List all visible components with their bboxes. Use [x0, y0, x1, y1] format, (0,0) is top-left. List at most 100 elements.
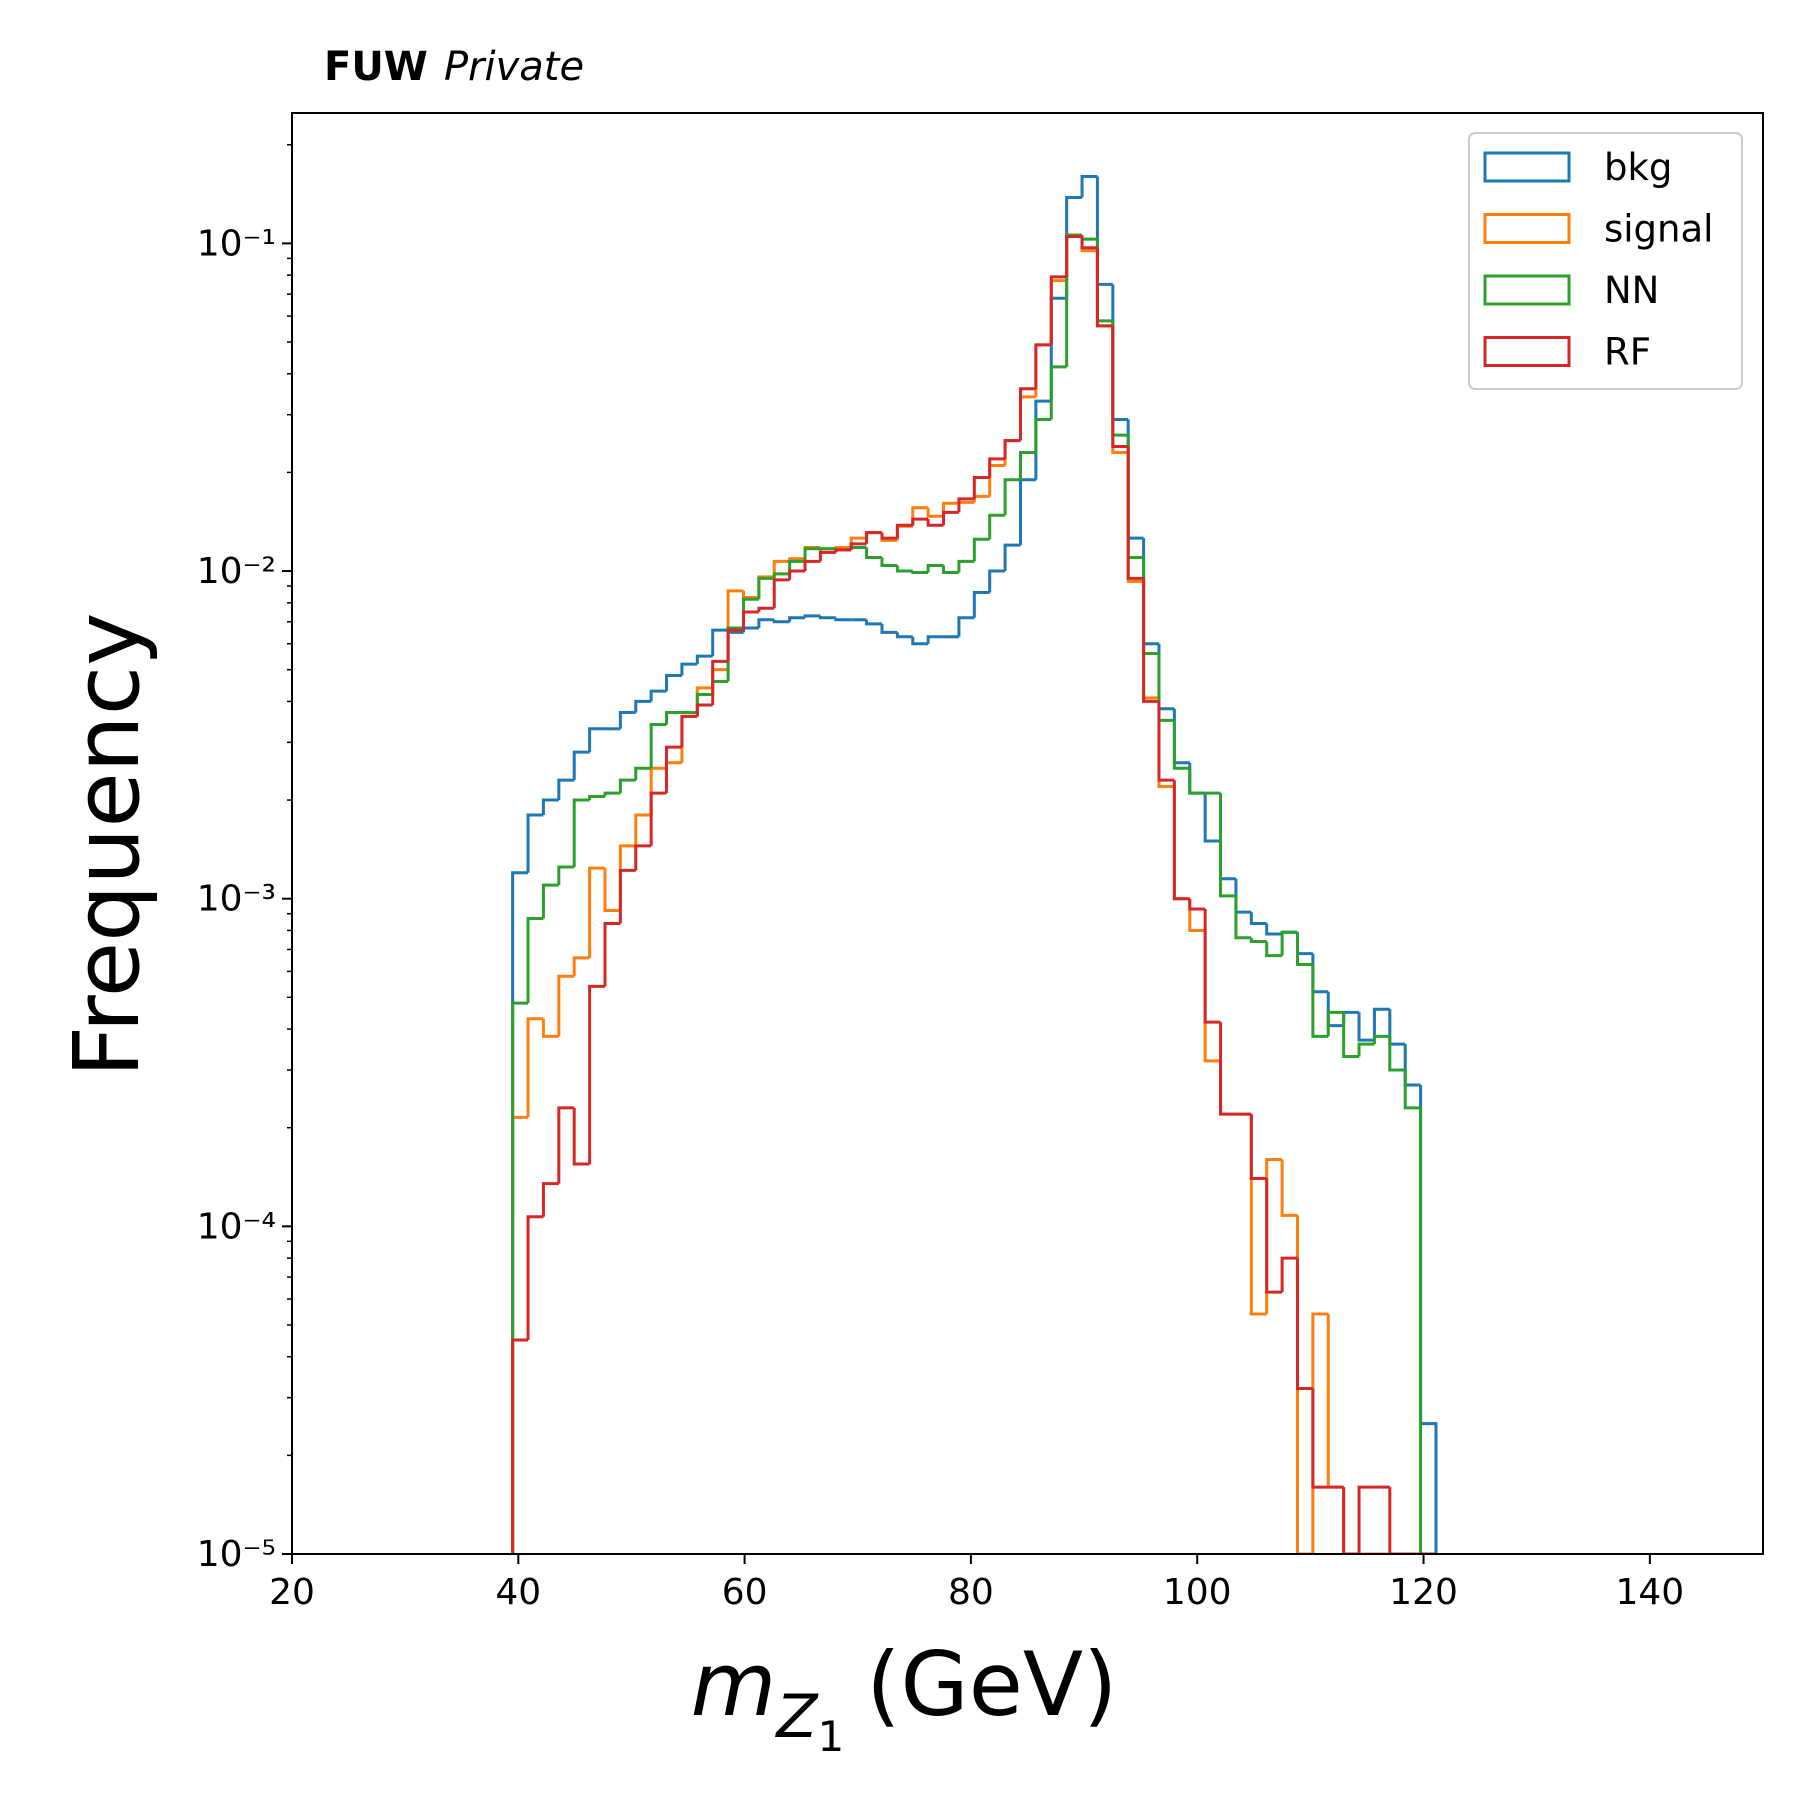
histogram-bin	[572, 1107, 590, 1166]
histogram-bin	[1095, 247, 1113, 328]
histogram-bin	[1234, 878, 1252, 914]
histogram-bin	[895, 632, 913, 639]
histogram-bin	[511, 871, 529, 1554]
histogram-bin	[511, 1338, 529, 1554]
histogram-bin	[557, 974, 575, 1037]
y-tick-label: 10⁻⁵	[197, 1534, 276, 1575]
histogram-bin	[1003, 439, 1021, 466]
histogram-bin	[603, 922, 621, 987]
histogram-bin	[988, 569, 1006, 593]
histogram-bin	[526, 1017, 544, 1118]
histogram-bin	[1311, 964, 1329, 1038]
histogram-bin	[634, 813, 652, 846]
histogram-bin	[1080, 235, 1098, 241]
histogram-bin	[1219, 793, 1236, 898]
histogram-bin	[1111, 320, 1129, 437]
histogram-bin	[772, 572, 790, 579]
histogram-bin	[1018, 451, 1036, 480]
histogram-bin	[1111, 325, 1129, 455]
plot-area	[511, 175, 1438, 1554]
histogram-bin	[1249, 912, 1267, 926]
histogram-bin	[741, 597, 759, 629]
histogram-bin	[741, 626, 759, 633]
x-axis-subsubscript: 1	[817, 1712, 844, 1761]
histogram-bin	[1311, 1388, 1329, 1489]
x-tick-label: 20	[269, 1572, 315, 1613]
histogram-bin	[895, 565, 913, 573]
histogram-bin	[1003, 543, 1021, 572]
histogram-bin	[1342, 1012, 1360, 1058]
histogram-bin	[942, 565, 959, 574]
histogram-bin	[880, 557, 898, 567]
histogram-bin	[1265, 1178, 1283, 1294]
histogram-bin	[665, 711, 682, 725]
histogram-bin	[911, 506, 929, 527]
histogram-bin	[880, 623, 898, 634]
histogram-bin	[803, 614, 821, 618]
histogram-bin	[957, 559, 975, 573]
histogram-bin	[541, 798, 559, 816]
x-tick-label: 40	[495, 1572, 541, 1613]
histogram-bin	[1018, 478, 1036, 546]
histogram-bin	[649, 723, 667, 769]
histogram-bin	[511, 1115, 529, 1554]
histogram-bin	[541, 1018, 559, 1038]
histogram-bin	[988, 513, 1006, 540]
histogram-bin	[1065, 196, 1083, 299]
histogram-bin	[526, 1215, 544, 1340]
histogram-bin	[972, 591, 990, 618]
histogram-bin	[1065, 233, 1083, 281]
histogram-bin	[988, 463, 1006, 497]
histogram-bin	[1311, 1312, 1329, 1554]
histogram-bin	[1111, 284, 1129, 422]
histogram-bin	[541, 883, 559, 919]
histogram-bin	[1357, 1042, 1375, 1057]
histogram-bin	[957, 497, 975, 513]
histogram-bin	[695, 654, 713, 665]
histogram-bin	[1419, 1107, 1436, 1554]
histogram-bin	[942, 510, 959, 526]
x-tick-label: 80	[948, 1572, 994, 1613]
histogram-bin	[1142, 538, 1159, 646]
header-label: FUW Private	[324, 44, 584, 90]
histogram-bin	[588, 866, 605, 958]
histogram-bin	[1188, 762, 1206, 795]
x-axis-label: mZ1 (GeV)	[691, 1633, 1118, 1761]
histogram-bin	[911, 517, 929, 526]
histogram-bin	[757, 575, 775, 598]
experiment-status: Private	[444, 44, 584, 90]
histogram-bin	[865, 531, 882, 544]
histogram-bin	[1342, 1487, 1360, 1554]
histogram-bin	[834, 617, 852, 622]
histogram-bin	[634, 844, 652, 871]
y-tick-label: 10⁻⁴	[197, 1206, 276, 1247]
histogram-bin	[911, 636, 929, 646]
histogram-bin	[618, 868, 636, 924]
histogram-bin	[526, 813, 544, 873]
histogram-bin	[1280, 1256, 1298, 1293]
histogram-bin	[895, 523, 913, 539]
histogram-bin	[711, 659, 729, 706]
y-tick-label: 10⁻³	[197, 879, 276, 920]
histogram-bin	[1326, 991, 1344, 1028]
legend-label: signal	[1604, 208, 1713, 251]
histogram-bin	[1203, 930, 1221, 1063]
histogram-bin	[1095, 176, 1113, 286]
histogram-bin	[588, 727, 605, 753]
y-tick-label: 10⁻²	[197, 551, 276, 592]
histogram-bin	[1142, 581, 1159, 700]
experiment-label: FUW	[324, 44, 428, 90]
histogram-bin	[1034, 399, 1052, 480]
histogram-bin	[1357, 1012, 1375, 1042]
histogram-bin	[1265, 923, 1283, 936]
histogram-bin	[1049, 275, 1067, 345]
histogram-bin	[849, 545, 867, 550]
histogram-bin	[1095, 250, 1113, 328]
histogram-bin	[1142, 557, 1159, 656]
histogram-bin	[1080, 175, 1098, 198]
histogram-bin	[1342, 1010, 1360, 1026]
histogram-bin	[603, 791, 621, 797]
histogram-bin	[1034, 343, 1052, 397]
